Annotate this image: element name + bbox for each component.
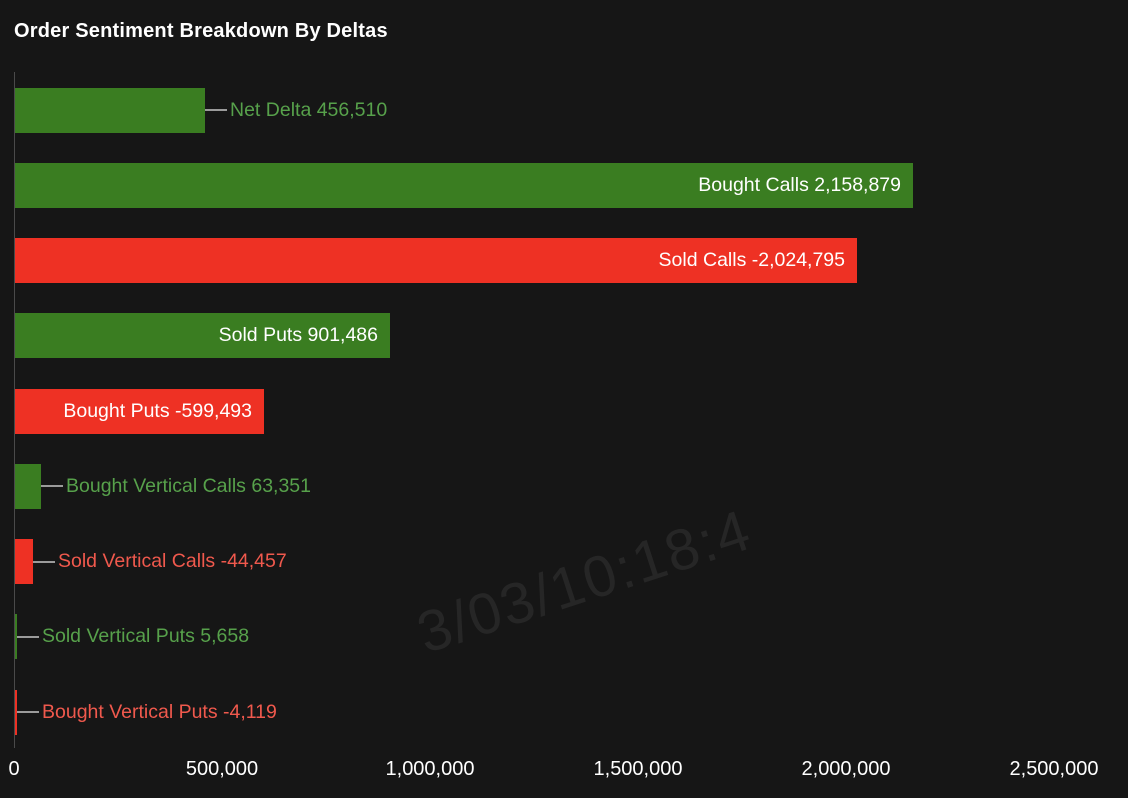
x-axis: 0 500,000 1,000,000 1,500,000 2,000,000 2,500…	[0, 758, 1128, 790]
bar: Sold Puts 901,486	[15, 313, 390, 359]
bar	[15, 87, 205, 133]
leader-line	[17, 711, 39, 713]
bar-row: Bought Puts -599,493	[15, 388, 264, 434]
leader-line	[33, 560, 55, 563]
bar-label: Bought Puts -599,493	[63, 399, 252, 422]
bar-row: Bought Vertical Puts -4,119	[15, 689, 277, 735]
leader-line	[17, 635, 39, 638]
bar: Bought Calls 2,158,879	[15, 162, 913, 208]
bar-label: Bought Vertical Puts -4,119	[42, 700, 277, 723]
bar-row: Sold Calls -2,024,795	[15, 238, 857, 283]
x-tick-label: 1,000,000	[385, 758, 475, 780]
bar-row: Sold Puts 901,486	[15, 313, 390, 359]
x-tick-label: 500,000	[185, 758, 259, 780]
bar	[15, 614, 17, 660]
bar	[15, 539, 33, 584]
bar-label: Sold Calls -2,024,795	[658, 249, 845, 271]
bar-row: Net Delta 456,510	[15, 87, 388, 133]
leader-line	[41, 485, 63, 488]
bar-label: Sold Vertical Puts 5,658	[42, 625, 250, 648]
bar-label: Bought Vertical Calls 63,351	[66, 474, 311, 497]
bar: Sold Calls -2,024,795	[15, 238, 857, 283]
bar-row: Sold Vertical Calls -44,457	[15, 539, 287, 584]
bar-label: Bought Calls 2,158,879	[698, 173, 901, 196]
x-tick-label: 1,500,000	[593, 758, 683, 780]
bar-label: Net Delta 456,510	[230, 98, 388, 121]
leader-line	[205, 109, 227, 111]
bar-label: Sold Puts 901,486	[218, 324, 378, 347]
chart-title: Order Sentiment Breakdown By Deltas	[14, 20, 388, 42]
bar-label: Sold Vertical Calls -44,457	[58, 550, 287, 572]
bar: Bought Puts -599,493	[15, 388, 264, 434]
x-tick-label: 0	[8, 758, 20, 780]
y-axis-line	[14, 72, 15, 748]
bar-row: Bought Vertical Calls 63,351	[15, 463, 311, 509]
bar-row: Sold Vertical Puts 5,658	[15, 614, 250, 660]
bar	[15, 689, 17, 735]
x-tick-label: 2,000,000	[801, 758, 891, 780]
bar-row: Bought Calls 2,158,879	[15, 162, 913, 208]
bar	[15, 463, 41, 509]
x-tick-label: 2,500,000	[1009, 758, 1099, 780]
